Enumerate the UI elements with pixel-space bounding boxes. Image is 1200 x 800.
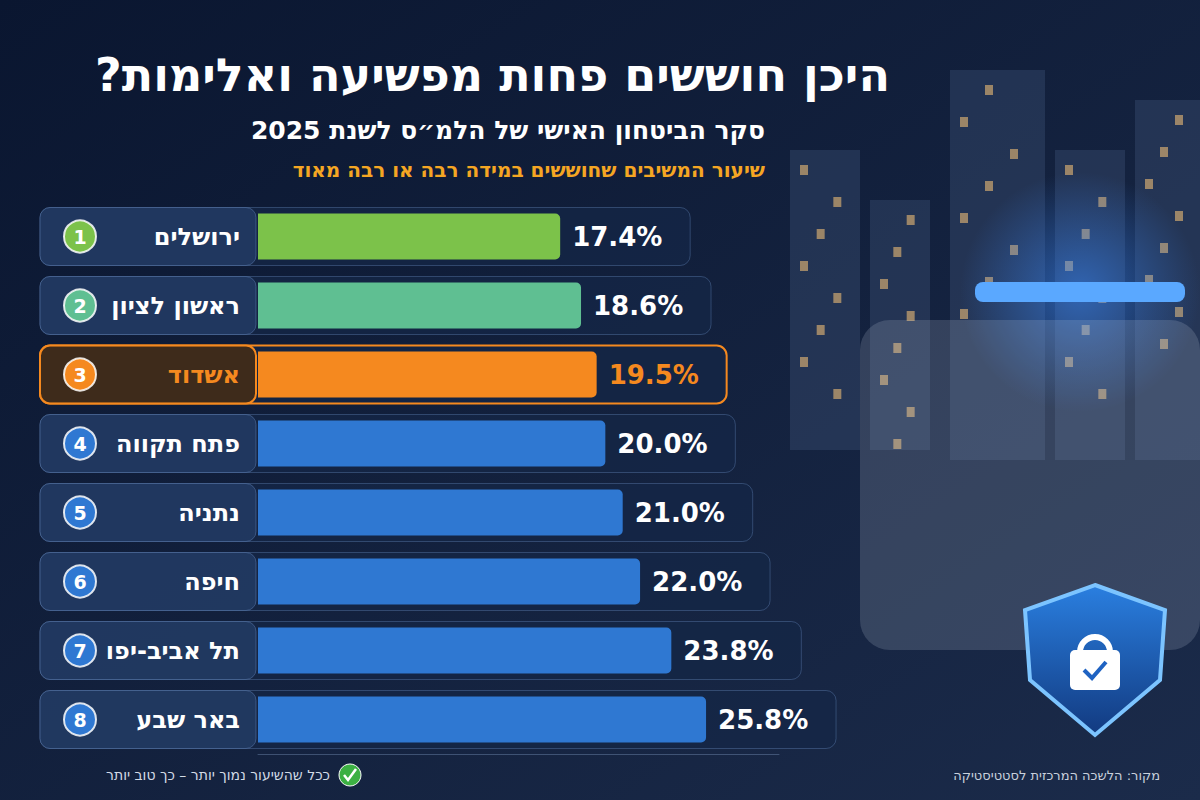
svg-text:20.0%: 20.0% <box>617 429 707 459</box>
svg-text:שיעור המשיבים שחוששים במידה רב: שיעור המשיבים שחוששים במידה רבה או רבה מ… <box>293 158 765 182</box>
svg-text:5: 5 <box>73 502 86 524</box>
svg-text:6: 6 <box>73 571 86 593</box>
svg-text:21.0%: 21.0% <box>635 498 725 528</box>
svg-text:ירושלים: ירושלים <box>154 223 240 251</box>
svg-text:7: 7 <box>73 640 86 662</box>
svg-text:חיפה: חיפה <box>184 568 240 596</box>
svg-text:2: 2 <box>73 295 86 317</box>
svg-text:ראשון לציון: ראשון לציון <box>111 292 240 320</box>
svg-text:1: 1 <box>73 226 86 248</box>
svg-text:23.8%: 23.8% <box>683 636 773 666</box>
svg-text:מקור: הלשכה המרכזית לסטטיסטיקה: מקור: הלשכה המרכזית לסטטיסטיקה <box>953 768 1160 783</box>
svg-text:25.8%: 25.8% <box>718 705 808 735</box>
svg-text:פתח תקווה: פתח תקווה <box>116 430 240 458</box>
svg-text:נתניה: נתניה <box>178 499 240 527</box>
svg-text:18.6%: 18.6% <box>593 291 683 321</box>
svg-text:17.4%: 17.4% <box>572 222 662 252</box>
svg-text:באר שבע: באר שבע <box>136 706 240 734</box>
svg-text:אשדוד: אשדוד <box>168 361 240 389</box>
svg-text:סקר הביטחון האישי של הלמ״ס לשנ: סקר הביטחון האישי של הלמ״ס לשנת 2025 <box>251 116 765 145</box>
svg-text:22.0%: 22.0% <box>652 567 742 597</box>
svg-text:היכן חוששים פחות מפשיעה ואלימו: היכן חוששים פחות מפשיעה ואלימות? <box>95 48 890 102</box>
svg-text:ככל שהשיעור נמוך יותר – כך טוב: ככל שהשיעור נמוך יותר – כך טוב יותר <box>106 767 330 783</box>
svg-text:8: 8 <box>73 709 86 731</box>
svg-text:תל אביב-יפו: תל אביב-יפו <box>106 637 240 665</box>
svg-text:19.5%: 19.5% <box>609 360 699 390</box>
svg-text:3: 3 <box>73 364 86 386</box>
svg-text:4: 4 <box>73 433 86 455</box>
